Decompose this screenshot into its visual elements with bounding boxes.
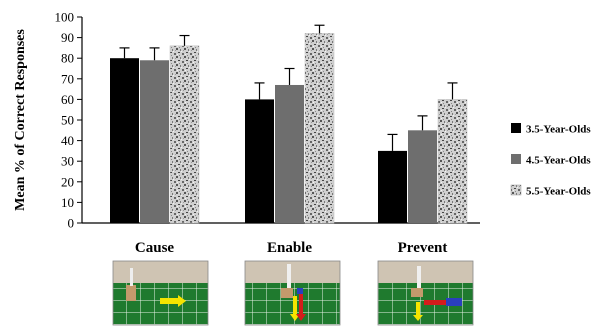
- y-axis-title: Mean % of Correct Responses: [13, 29, 28, 211]
- bar: [304, 33, 335, 224]
- category-label: Cause: [135, 240, 175, 256]
- bar: [437, 99, 468, 224]
- y-tick-label: 30: [61, 154, 74, 169]
- legend-label: 5.5-Year-Olds: [526, 186, 591, 198]
- bar: [275, 84, 304, 223]
- enable-scene-photo: [244, 260, 341, 326]
- bar: [408, 130, 437, 223]
- category-label: Enable: [267, 240, 312, 256]
- bar: [110, 58, 139, 224]
- y-tick-label: 10: [61, 195, 74, 210]
- y-tick-label: 80: [61, 51, 74, 66]
- bar: [140, 60, 169, 224]
- bar: [169, 45, 200, 224]
- bar: [378, 150, 407, 223]
- legend-swatch: [510, 184, 522, 196]
- cause-scene-photo: [112, 260, 209, 326]
- y-tick-label: 90: [61, 30, 74, 45]
- category-label: Prevent: [398, 240, 448, 256]
- y-tick-label: 60: [61, 92, 74, 107]
- legend-swatch: [511, 154, 521, 164]
- y-ticks: 0 10 20 30 40 50 60 70 80 90 100: [55, 10, 82, 231]
- bar: [245, 99, 274, 223]
- legend-label: 3.5-Year-Olds: [526, 124, 591, 136]
- y-tick-label: 0: [68, 216, 75, 231]
- prevent-scene-photo: [377, 260, 474, 326]
- bars: [110, 24, 468, 224]
- y-tick-label: 40: [61, 133, 74, 148]
- y-tick-label: 20: [61, 174, 74, 189]
- legend-label: 4.5-Year-Olds: [526, 155, 591, 167]
- legend-swatch: [511, 123, 521, 133]
- y-tick-label: 70: [61, 71, 74, 86]
- category-labels: Cause Enable Prevent: [135, 240, 447, 256]
- legend: 3.5-Year-Olds 4.5-Year-Olds 5.5-Year-Olds: [510, 123, 591, 198]
- y-tick-label: 100: [55, 10, 75, 25]
- y-tick-label: 50: [61, 113, 74, 128]
